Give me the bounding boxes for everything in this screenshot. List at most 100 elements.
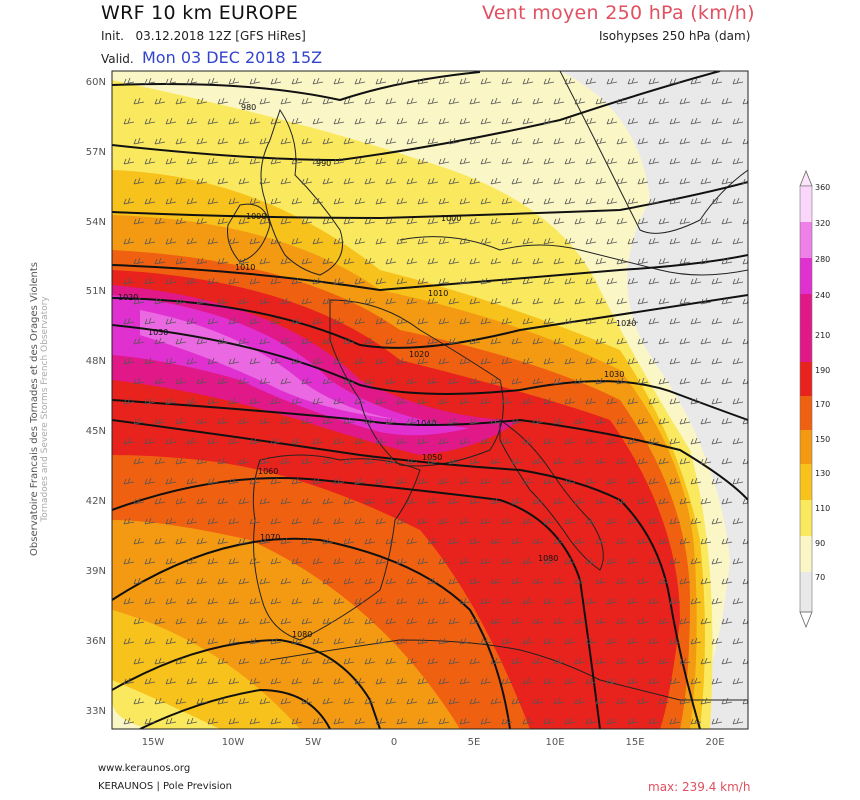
wind-barb [354,477,366,485]
wind-barb [175,537,187,545]
wind-barb [511,577,523,585]
wind-barb [228,237,240,245]
wind-barb [133,257,145,265]
wind-barb [144,157,156,165]
wind-barb [627,477,639,485]
wind-barb [165,557,177,565]
wind-barb [669,717,681,725]
wind-barb [385,377,397,385]
coast-africa [269,639,748,701]
wind-barb [742,458,748,465]
wind-barb [301,377,313,385]
wind-barb [732,157,744,165]
wind-barb [700,337,712,345]
website-link[interactable]: www.keraunos.org [98,763,191,774]
wind-barb [480,357,492,365]
wind-barb [196,657,208,665]
wind-barb [259,657,271,665]
wind-barb [511,617,523,625]
wind-barb [249,677,261,685]
wind-barb [417,517,429,525]
wind-barb [564,77,576,85]
wind-barb [406,417,418,425]
wind-barb [207,237,219,245]
wind-barb [123,597,135,605]
wind-barb [364,97,376,105]
wind-barb [459,397,471,405]
wind-barb [711,277,723,285]
wind-barb [312,77,324,85]
wind-barb [217,217,229,225]
wind-barb [291,597,303,605]
wind-barb [259,217,271,225]
wind-barb [175,657,187,665]
wind-barb [469,217,481,225]
wind-barb [228,197,240,205]
wind-barb [301,297,313,305]
wind-barb [732,717,744,725]
wind-barb [543,637,555,645]
wind-barb [574,417,586,425]
wind-barb [217,417,229,425]
wind-barb [732,637,744,645]
wind-barb [669,517,681,525]
wind-barb [564,157,576,165]
wind-barb [301,217,313,225]
wind-barb [291,77,303,85]
wind-barb [700,177,712,185]
wind-barb [522,477,534,485]
wind-barb [732,597,744,605]
wind-barb [637,217,649,225]
wind-barb [207,557,219,565]
wind-barb [354,597,366,605]
wind-barb [144,397,156,405]
legend-tick: 240 [815,291,830,300]
legend-tick: 150 [815,435,830,444]
wind-barb [322,97,334,105]
wind-barb [396,277,408,285]
wind-barb [438,357,450,365]
wind-barb [165,397,177,405]
wind-barb [406,137,418,145]
wind-barb [627,237,639,245]
wind-barb [669,437,681,445]
wind-barb [291,397,303,405]
wind-barb [469,577,481,585]
wind-barb [406,497,418,505]
wind-barb [564,317,576,325]
wind-barb [522,437,534,445]
legend-tick: 320 [815,219,830,228]
wind-barb [711,117,723,125]
wind-barb [679,657,691,665]
wind-barb [438,597,450,605]
wind-barb [364,657,376,665]
wind-barb [438,717,450,725]
wind-barb [196,257,208,265]
wind-barb [690,237,702,245]
wind-barb [375,677,387,685]
wind-barb [690,157,702,165]
wind-barb [228,597,240,605]
wind-barb [438,477,450,485]
wind-barb [375,77,387,85]
wind-barb [595,697,607,705]
wind-barb [480,517,492,525]
coast-italy [499,419,604,571]
wind-barb [711,237,723,245]
wind-barb [312,237,324,245]
valid-time: Mon 03 DEC 2018 15Z [142,48,323,67]
wind-barb [532,137,544,145]
wind-barb [144,77,156,85]
wind-barb [165,437,177,445]
wind-barb [490,537,502,545]
wind-barb [375,557,387,565]
wind-barb [333,637,345,645]
wind-barb [364,537,376,545]
wind-barb [175,617,187,625]
wind-barb [196,497,208,505]
wind-barb [133,537,145,545]
wind-barb [448,657,460,665]
legend-frame [799,185,813,613]
wind-barb [606,357,618,365]
wind-barb [196,577,208,585]
